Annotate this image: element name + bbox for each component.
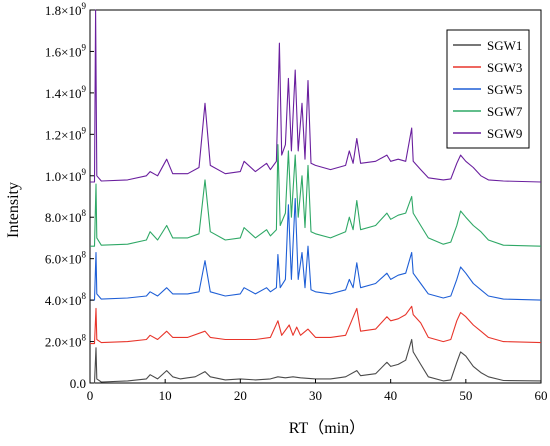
legend-label-sgw9: SGW9 (487, 126, 522, 141)
y-tick-label: 8.0×108 (45, 208, 87, 225)
series-line-sgw7 (90, 144, 542, 247)
series-line-sgw3 (90, 305, 542, 345)
y-tick-label: 2.0×108 (45, 333, 87, 350)
x-tick-label: 20 (234, 388, 247, 403)
series-layer (90, 9, 542, 384)
y-tick-label: 6.0×108 (45, 250, 87, 267)
legend-label-sgw1: SGW1 (487, 38, 522, 53)
y-tick-label: 1.8×109 (45, 1, 87, 18)
y-tick-label: 0.0 (70, 376, 86, 391)
x-tick-label: 10 (159, 388, 172, 403)
y-tick-label: 1.2×109 (45, 125, 87, 142)
y-tick-label: 4.0×108 (45, 291, 87, 308)
x-tick-label: 0 (87, 388, 94, 403)
legend: SGW1 SGW3 SGW5 SGW7 SGW9 (446, 29, 530, 149)
legend-label-sgw7: SGW7 (487, 104, 523, 119)
series-line-sgw5 (90, 198, 542, 301)
legend-label-sgw3: SGW3 (487, 60, 522, 75)
y-tick-label: 1.4×109 (45, 84, 87, 101)
x-tick-label: 60 (535, 388, 548, 403)
y-tick-label: 1.6×109 (45, 42, 87, 59)
series-line-sgw1 (90, 338, 542, 384)
y-tick-label: 1.0×109 (45, 167, 87, 184)
x-axis-title: RT（min） (289, 419, 365, 437)
x-tick-label: 30 (309, 388, 322, 403)
x-tick-label: 40 (384, 388, 397, 403)
y-axis-title: Intensity (5, 182, 22, 238)
axes-layer: 0 10 20 30 40 50 60 0.0 2.0×108 4.0×108 6.0×108 8.0… (45, 1, 548, 403)
legend-label-sgw5: SGW5 (487, 82, 522, 97)
x-tick-label: 50 (459, 388, 472, 403)
series-line-sgw9 (90, 9, 542, 183)
